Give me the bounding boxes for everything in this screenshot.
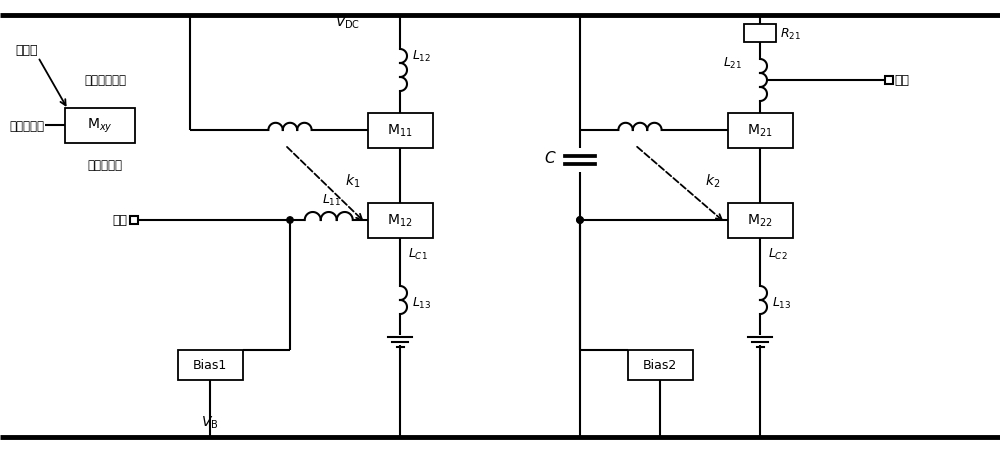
Bar	[728, 113, 792, 148]
Text: M$_{xy}$: M$_{xy}$	[87, 116, 113, 135]
Bar	[65, 108, 135, 143]
Text: $L_{C1}$: $L_{C1}$	[408, 246, 428, 261]
Text: Bias2: Bias2	[643, 359, 677, 372]
Text: 栅（基）极: 栅（基）极	[10, 119, 45, 132]
Bar	[628, 350, 692, 380]
Text: $L_{11}$: $L_{11}$	[322, 192, 341, 207]
Text: M$_{12}$: M$_{12}$	[387, 212, 413, 229]
Text: $L_{21}$: $L_{21}$	[723, 56, 742, 71]
Bar	[728, 203, 792, 238]
Text: 晶体管: 晶体管	[15, 45, 38, 57]
Bar	[178, 350, 243, 380]
Text: M$_{21}$: M$_{21}$	[747, 122, 773, 139]
Text: $L_{13}$: $L_{13}$	[412, 295, 431, 310]
Text: $V_{\rm B}$: $V_{\rm B}$	[201, 414, 219, 430]
Text: $L_{C2}$: $L_{C2}$	[768, 246, 788, 261]
Bar	[130, 217, 138, 224]
Text: M$_{11}$: M$_{11}$	[387, 122, 413, 139]
Text: Bias1: Bias1	[193, 359, 227, 372]
Text: $L_{13}$: $L_{13}$	[772, 295, 791, 310]
Text: 漏（集电）极: 漏（集电）极	[84, 74, 126, 87]
Bar	[368, 113, 433, 148]
Text: $k_2$: $k_2$	[705, 172, 720, 189]
Bar	[368, 203, 433, 238]
Text: 输入: 输入	[112, 214, 127, 227]
Text: $C$: $C$	[544, 150, 557, 166]
Bar	[885, 77, 893, 85]
Circle shape	[577, 217, 583, 224]
Circle shape	[287, 217, 293, 224]
Text: $R_{21}$: $R_{21}$	[780, 26, 801, 41]
Text: $k_1$: $k_1$	[345, 172, 360, 189]
Text: $V_{\rm DC}$: $V_{\rm DC}$	[335, 15, 360, 31]
Text: 输出: 输出	[894, 74, 909, 87]
Text: 源（射）极: 源（射）极	[88, 159, 123, 172]
Circle shape	[577, 217, 583, 224]
Text: M$_{22}$: M$_{22}$	[747, 212, 773, 229]
Bar	[744, 25, 776, 43]
Text: $L_{12}$: $L_{12}$	[412, 48, 431, 63]
